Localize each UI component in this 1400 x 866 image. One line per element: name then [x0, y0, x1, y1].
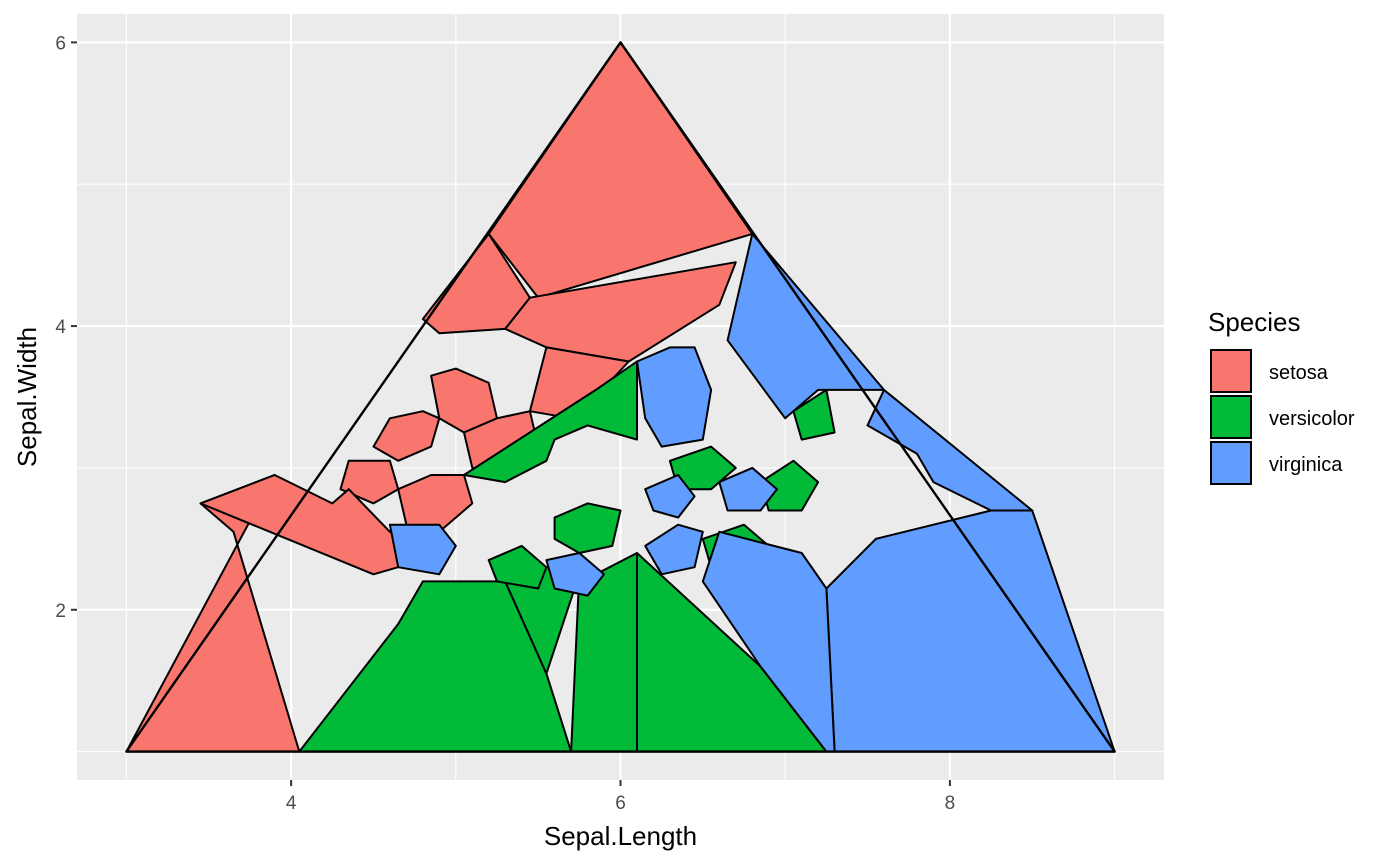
cell-versicolor	[463, 360, 638, 484]
x-tick-label: 8	[945, 793, 956, 814]
legend-label-setosa: setosa	[1269, 362, 1329, 384]
cell-versicolor	[553, 502, 622, 554]
legend-key-setosa	[1210, 349, 1252, 393]
cell-setosa	[339, 459, 400, 505]
y-axis-label: Sepal.Width	[12, 327, 42, 467]
cell-virginica	[644, 474, 696, 519]
legend: Species setosa versicolor virginica	[1208, 307, 1355, 485]
triangle-boundary	[125, 41, 1116, 753]
cell-versicolor	[792, 388, 836, 441]
cell-virginica	[545, 552, 605, 597]
y-tick-label: 6	[55, 33, 66, 54]
cell-versicolor	[759, 459, 820, 512]
legend-title: Species	[1208, 307, 1301, 337]
axes: 4 6 8 2 4 6	[55, 33, 955, 814]
y-tick-label: 4	[55, 317, 66, 338]
cell-virginica	[636, 346, 713, 448]
legend-key-virginica	[1210, 441, 1252, 485]
x-tick-label: 4	[286, 793, 297, 814]
cell-virginica	[866, 388, 1034, 512]
cell-virginica	[388, 523, 457, 576]
voronoi-cells	[125, 41, 1116, 753]
cell-virginica	[718, 466, 778, 512]
legend-label-versicolor: versicolor	[1269, 408, 1355, 430]
cell-setosa	[372, 410, 441, 462]
cell-versicolor	[487, 544, 548, 590]
y-tick-label: 2	[55, 601, 66, 622]
legend-label-virginica: virginica	[1269, 454, 1343, 476]
cell-virginica	[644, 523, 704, 576]
x-tick-label: 6	[615, 793, 626, 814]
x-axis-label: Sepal.Length	[544, 821, 697, 851]
legend-key-versicolor	[1210, 395, 1252, 439]
